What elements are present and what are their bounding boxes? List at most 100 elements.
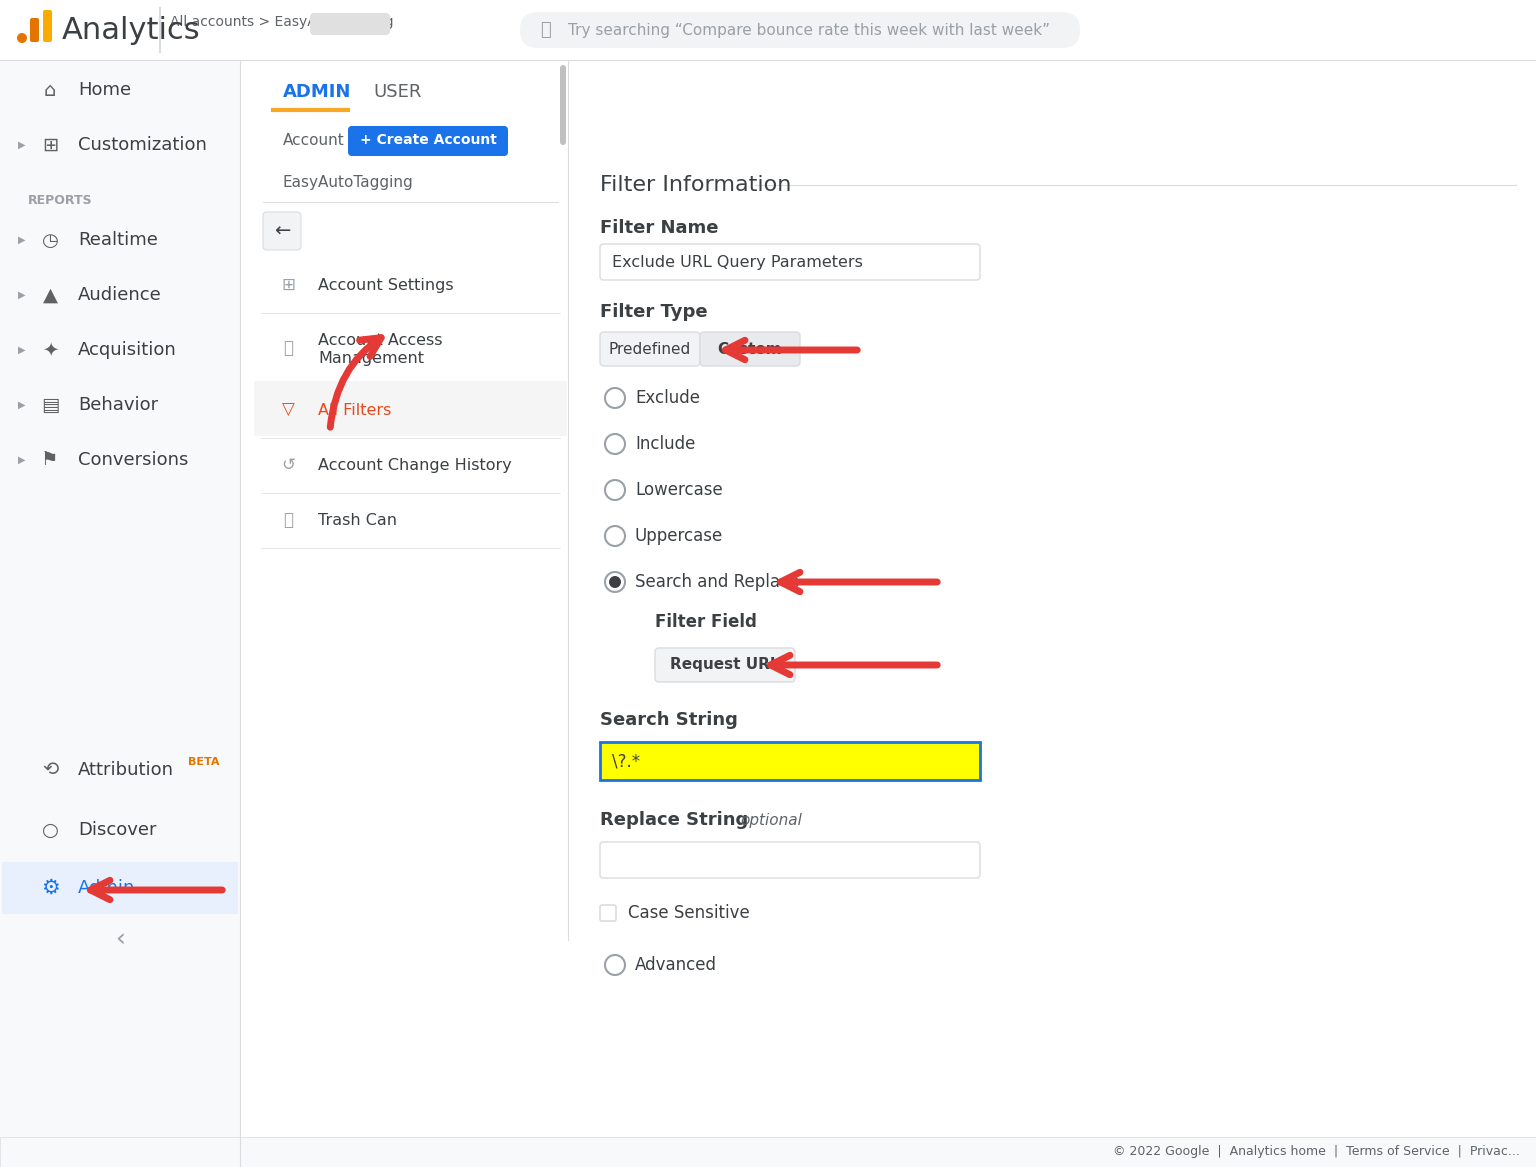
Text: ○: ○: [41, 820, 58, 839]
FancyBboxPatch shape: [521, 12, 1080, 48]
Bar: [601, 742, 980, 780]
Text: Filter Information: Filter Information: [601, 175, 791, 195]
Text: Attribution: Attribution: [78, 761, 174, 780]
Text: Exclude: Exclude: [634, 389, 700, 407]
Text: Account Settings: Account Settings: [318, 278, 453, 293]
Text: Uppercase: Uppercase: [634, 527, 723, 545]
Circle shape: [605, 526, 625, 546]
Circle shape: [608, 576, 621, 588]
Text: Discover: Discover: [78, 822, 157, 839]
Text: ⚑: ⚑: [41, 450, 58, 469]
FancyBboxPatch shape: [263, 212, 301, 250]
Text: Lowercase: Lowercase: [634, 481, 723, 499]
Text: All Filters: All Filters: [318, 403, 392, 418]
Text: 🔍: 🔍: [541, 21, 551, 39]
Text: Filter Type: Filter Type: [601, 303, 708, 321]
Bar: [601, 742, 980, 780]
Text: + Create Account: + Create Account: [359, 133, 496, 147]
Text: Customization: Customization: [78, 137, 207, 154]
Text: Analytics: Analytics: [61, 15, 201, 44]
Text: ADMIN: ADMIN: [283, 83, 352, 102]
Text: REPORTS: REPORTS: [28, 194, 92, 207]
Text: ▶: ▶: [18, 235, 26, 245]
Text: Behavior: Behavior: [78, 396, 158, 414]
Text: ◷: ◷: [41, 231, 58, 250]
Text: ⟲: ⟲: [41, 761, 58, 780]
FancyBboxPatch shape: [310, 13, 390, 35]
FancyBboxPatch shape: [700, 331, 800, 366]
Circle shape: [605, 480, 625, 499]
Text: Search and Replace: Search and Replace: [634, 573, 799, 591]
Text: USER: USER: [373, 83, 421, 102]
FancyBboxPatch shape: [349, 126, 508, 156]
Text: ✦: ✦: [41, 341, 58, 359]
Text: Home: Home: [78, 81, 131, 99]
Bar: [253, 60, 568, 1167]
Circle shape: [605, 387, 625, 408]
FancyBboxPatch shape: [561, 65, 565, 145]
Text: ▲: ▲: [43, 286, 57, 305]
Text: Management: Management: [318, 350, 424, 365]
Bar: [2, 862, 238, 914]
Text: Exclude URL Query Parameters: Exclude URL Query Parameters: [611, 254, 863, 270]
Text: Account Change History: Account Change History: [318, 457, 511, 473]
Text: ‹: ‹: [115, 928, 124, 952]
Bar: [253, 380, 567, 436]
Text: ▤: ▤: [41, 396, 60, 414]
Text: Case Sensitive: Case Sensitive: [628, 904, 750, 922]
Circle shape: [605, 955, 625, 974]
Text: Search String: Search String: [601, 711, 737, 729]
FancyBboxPatch shape: [43, 11, 52, 42]
Text: ⊞: ⊞: [281, 277, 295, 294]
Text: ⚙: ⚙: [40, 878, 60, 897]
Text: ⌂: ⌂: [45, 81, 57, 99]
Text: ▶: ▶: [18, 345, 26, 355]
Text: ↺: ↺: [281, 456, 295, 474]
Text: Custom: Custom: [717, 342, 782, 356]
Text: Realtime: Realtime: [78, 231, 158, 249]
Text: Advanced: Advanced: [634, 956, 717, 974]
Circle shape: [17, 33, 28, 43]
Text: ▽: ▽: [281, 401, 295, 419]
Text: Account Access: Account Access: [318, 333, 442, 348]
Text: ▶: ▶: [18, 291, 26, 300]
Text: ←: ←: [273, 222, 290, 240]
Text: Try searching “Compare bounce rate this week with last week”: Try searching “Compare bounce rate this …: [568, 22, 1051, 37]
Text: Acquisition: Acquisition: [78, 341, 177, 359]
FancyBboxPatch shape: [601, 843, 980, 878]
Text: 👥: 👥: [283, 338, 293, 357]
Text: ▶: ▶: [18, 455, 26, 464]
Text: All accounts > EasyAutoTagging: All accounts > EasyAutoTagging: [170, 15, 393, 29]
Text: Account: Account: [283, 133, 344, 147]
Text: © 2022 Google  |  Analytics home  |  Terms of Service  |  Privac...: © 2022 Google | Analytics home | Terms o…: [1114, 1146, 1521, 1159]
Text: BETA: BETA: [187, 757, 220, 767]
Bar: [0, 0, 1536, 60]
Text: EasyAutoTagging: EasyAutoTagging: [283, 175, 413, 189]
Text: Trash Can: Trash Can: [318, 512, 396, 527]
Text: Admin: Admin: [78, 879, 135, 897]
Text: 🗑: 🗑: [283, 511, 293, 529]
FancyBboxPatch shape: [601, 904, 616, 921]
Text: Filter Name: Filter Name: [601, 219, 719, 237]
Circle shape: [605, 572, 625, 592]
Text: \?.*: \?.*: [611, 752, 641, 770]
FancyBboxPatch shape: [601, 244, 980, 280]
Text: ⊞: ⊞: [41, 135, 58, 154]
Text: Filter Field: Filter Field: [654, 613, 757, 631]
Text: Conversions: Conversions: [78, 450, 189, 469]
FancyBboxPatch shape: [31, 18, 38, 42]
Text: Replace String: Replace String: [601, 811, 748, 829]
Circle shape: [605, 434, 625, 454]
Text: Request URI: Request URI: [670, 657, 776, 672]
Text: optional: optional: [740, 812, 802, 827]
Bar: [0, 60, 240, 1167]
Text: Include: Include: [634, 435, 696, 453]
FancyBboxPatch shape: [601, 331, 700, 366]
FancyBboxPatch shape: [654, 648, 796, 682]
Text: Audience: Audience: [78, 286, 161, 303]
Text: ▾: ▾: [771, 657, 779, 672]
Text: Predefined: Predefined: [608, 342, 691, 356]
Text: ▶: ▶: [18, 140, 26, 151]
Bar: [0, 1137, 1536, 1167]
Text: ▶: ▶: [18, 400, 26, 410]
